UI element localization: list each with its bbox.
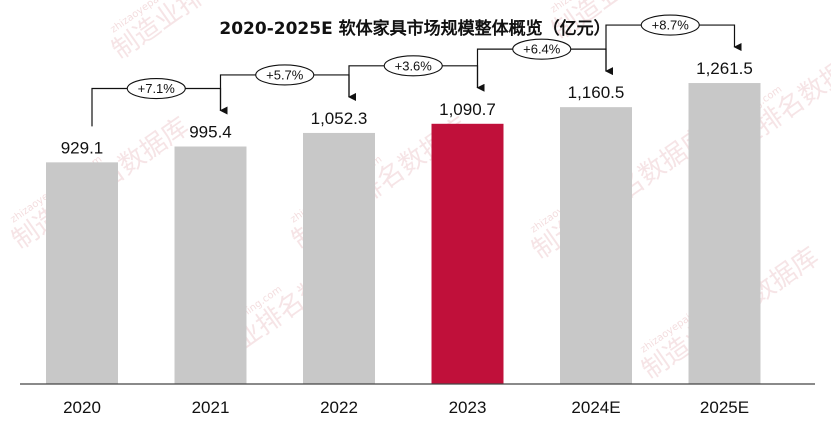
bar-2021: [174, 146, 247, 384]
growth-label: +5.7%: [266, 67, 304, 82]
growth-connector: +8.7%: [605, 14, 742, 72]
bar-2023: [431, 123, 504, 384]
value-label: 1,160.5: [568, 83, 625, 102]
category-label: 2020: [63, 398, 101, 417]
growth-label: +7.1%: [138, 81, 176, 96]
growth-label: +8.7%: [652, 18, 690, 33]
category-label: 2025E: [700, 398, 749, 417]
category-labels: 2020 2021 2022 2023 2024E 2025E: [63, 398, 749, 417]
growth-connectors: +7.1% +5.7% +3.6% +6.4% +8.7%: [91, 14, 742, 127]
growth-label: +6.4%: [523, 42, 561, 57]
bar-2025E: [688, 83, 761, 384]
growth-label: +3.6%: [395, 58, 433, 73]
growth-bubble: [640, 14, 700, 36]
growth-connector: +7.1%: [91, 77, 228, 127]
growth-bubble: [126, 77, 186, 100]
value-label: 1,261.5: [696, 59, 753, 78]
chart-title: 2020-2025E 软体家具市场规模整体概览（亿元）: [219, 18, 610, 39]
growth-bubble: [512, 38, 572, 60]
growth-connector: +3.6%: [348, 55, 485, 97]
category-label: 2023: [449, 398, 487, 417]
bars: [46, 83, 761, 385]
category-label: 2024E: [571, 398, 620, 417]
growth-bubble: [383, 55, 443, 77]
category-label: 2021: [192, 398, 230, 417]
bar-2020: [46, 162, 118, 384]
bar-2022: [303, 132, 375, 384]
value-label: 1,090.7: [439, 100, 496, 119]
growth-connector: +5.7%: [219, 64, 356, 111]
value-label: 1,052.3: [311, 109, 368, 128]
value-label: 995.4: [189, 123, 232, 142]
value-label: 929.1: [61, 138, 104, 157]
bar-2024E: [560, 107, 632, 385]
value-labels: 929.1 995.4 1,052.3 1,090.7 1,160.5 1,261.5: [61, 59, 753, 157]
category-label: 2022: [320, 398, 358, 417]
growth-bubble: [255, 64, 315, 86]
growth-connector: +6.4%: [476, 38, 613, 88]
